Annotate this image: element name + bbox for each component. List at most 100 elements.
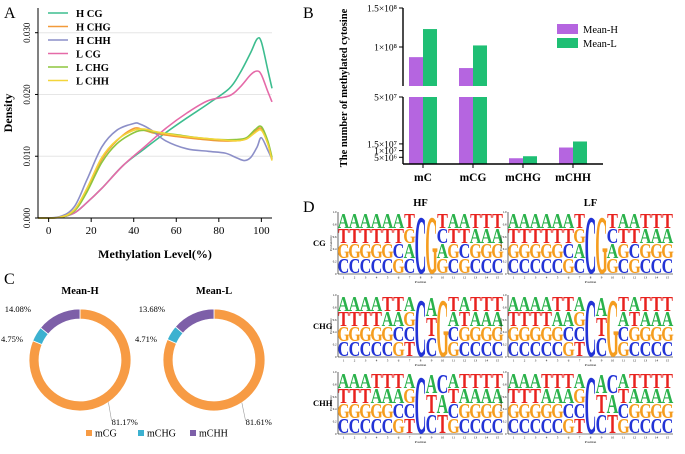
d-logo-base-C: C xyxy=(437,225,449,248)
d-logo-y-tick-label: 1.0 xyxy=(503,370,507,374)
d-logo-base-G: G xyxy=(337,323,350,346)
d-logo-x-tick-label: 5 xyxy=(557,276,559,280)
d-logo-base-T: T xyxy=(492,370,503,393)
d-logo-base-G: G xyxy=(606,282,619,374)
d-logo-base-C: C xyxy=(596,409,608,440)
d-logo-base-C: C xyxy=(415,199,427,291)
d-logo-x-tick-label: 4 xyxy=(546,276,548,280)
d-logo-x-tick-label: 12 xyxy=(633,359,637,363)
d-logo-base-T: T xyxy=(629,370,640,393)
d-logo-base-A: A xyxy=(360,293,372,316)
d-logo-y-tick-label: 0.4 xyxy=(333,247,337,251)
d-logo-x-tick-label: 14 xyxy=(655,436,659,440)
c-legend-label: mCG xyxy=(95,429,117,440)
a-y-tick-label: 0.000 xyxy=(22,207,32,228)
d-logo-base-G: G xyxy=(469,240,482,263)
d-logo-y-tick-label: 0.2 xyxy=(333,343,337,347)
d-logo-base-G: G xyxy=(348,240,361,263)
d-row-label: CHH xyxy=(313,398,333,408)
d-logo-base-A: A xyxy=(618,210,630,233)
d-logo-x-label: Position xyxy=(585,280,597,284)
a-legend-label: L CHG xyxy=(76,63,109,74)
d-logo-base-A: A xyxy=(360,370,372,393)
d-logo-base-C: C xyxy=(492,255,504,278)
d-logo-base-C: C xyxy=(552,415,564,438)
d-logo-base-G: G xyxy=(436,282,449,374)
d-logo-base-T: T xyxy=(662,210,673,233)
b-x-tick-label: mCHH xyxy=(555,172,591,184)
d-logo-base-T: T xyxy=(651,293,662,316)
b-axis-break-gap xyxy=(403,86,603,97)
d-logo-base-C: C xyxy=(481,255,493,278)
d-logo-base-G: G xyxy=(469,323,482,346)
d-logo-y-tick-label: 0 xyxy=(505,272,507,276)
d-logo-base-T: T xyxy=(360,225,371,248)
c-donut-title: Mean-H xyxy=(61,286,98,297)
d-logo-base-G: G xyxy=(518,240,531,263)
d-logo-base-G: G xyxy=(403,308,416,331)
d-logo-base-C: C xyxy=(481,415,493,438)
d-logo-x-tick-label: 10 xyxy=(611,276,615,280)
d-logo-base-A: A xyxy=(662,225,674,248)
c-slice-label: 81.61% xyxy=(246,417,272,427)
d-logo-base-G: G xyxy=(392,338,405,361)
b-y-label: The number of methylated cytosine xyxy=(339,8,350,167)
c-slice-mchh xyxy=(174,308,215,334)
d-logo-y-label: Probability xyxy=(329,318,333,334)
d-logo-y-tick-label: 0.8 xyxy=(503,305,507,309)
d-logo-base-A: A xyxy=(459,210,471,233)
d-logo-base-C: C xyxy=(640,255,652,278)
d-logo-base-G: G xyxy=(447,415,460,438)
d-logo-base-C: C xyxy=(404,400,416,423)
d-logo-x-tick-label: 9 xyxy=(601,359,603,363)
d-logo-base-C: C xyxy=(662,255,674,278)
d-logo-base-A: A xyxy=(508,210,520,233)
d-logo-base-G: G xyxy=(562,415,575,438)
d-row-label: CG xyxy=(313,238,326,248)
d-logo-base-G: G xyxy=(370,240,383,263)
c-legend-label: mCHG xyxy=(147,429,176,440)
d-logo-x-tick-label: 13 xyxy=(644,359,648,363)
d-logo-base-T: T xyxy=(552,370,563,393)
d-logo-base-G: G xyxy=(359,400,372,423)
d-logo-x-tick-label: 8 xyxy=(420,359,422,363)
d-logo-base-T: T xyxy=(519,225,530,248)
d-logo-base-A: A xyxy=(530,370,542,393)
d-logo-base-C: C xyxy=(530,338,542,361)
d-logo-base-C: C xyxy=(552,338,564,361)
d-logo-base-G: G xyxy=(458,400,471,423)
d-logo-base-A: A xyxy=(596,369,608,400)
d-logo-base-A: A xyxy=(349,370,361,393)
d-logo-y-tick-label: 1.0 xyxy=(503,210,507,214)
b-bar-mean-h-mchg xyxy=(509,158,523,164)
d-logo-base-C: C xyxy=(541,255,553,278)
d-logo-base-T: T xyxy=(448,225,459,248)
a-series-line-h-chg xyxy=(37,127,273,219)
d-logo-base-C: C xyxy=(382,415,394,438)
d-logo-x-tick-label: 6 xyxy=(398,359,400,363)
d-logo-base-T: T xyxy=(338,308,349,331)
d-logo-y-tick-label: 0 xyxy=(505,432,507,436)
d-logo-base-A: A xyxy=(607,240,619,263)
d-logo-base-A: A xyxy=(640,225,652,248)
panel-c: C Mean-H 81.17% 4.75% 14.08% Mean-L 81.61% 4.7… xyxy=(1,271,272,440)
d-logo-base-A: A xyxy=(552,385,564,408)
d-logo-base-T: T xyxy=(596,312,607,343)
d-logo-base-T: T xyxy=(459,370,470,393)
d-logo-base-C: C xyxy=(349,415,361,438)
d-logo-base-T: T xyxy=(492,210,503,233)
d-logo-base-C: C xyxy=(618,255,630,278)
d-logo-y-label: Probability xyxy=(329,395,333,411)
d-logo-base-C: C xyxy=(618,323,630,346)
d-logo-base-G: G xyxy=(381,240,394,263)
d-logo-base-T: T xyxy=(662,293,673,316)
d-logo-base-G: G xyxy=(650,240,663,263)
d-logo-y-label: Probability xyxy=(329,235,333,251)
d-logo-base-T: T xyxy=(629,225,640,248)
d-logo-base-A: A xyxy=(404,240,416,263)
d-logo-base-C: C xyxy=(574,255,586,278)
d-logo-x-tick-label: 9 xyxy=(431,276,433,280)
d-logo-y-tick-label: 0.6 xyxy=(333,318,337,322)
d-logo-base-T: T xyxy=(492,293,503,316)
d-logo-base-C: C xyxy=(426,409,438,440)
